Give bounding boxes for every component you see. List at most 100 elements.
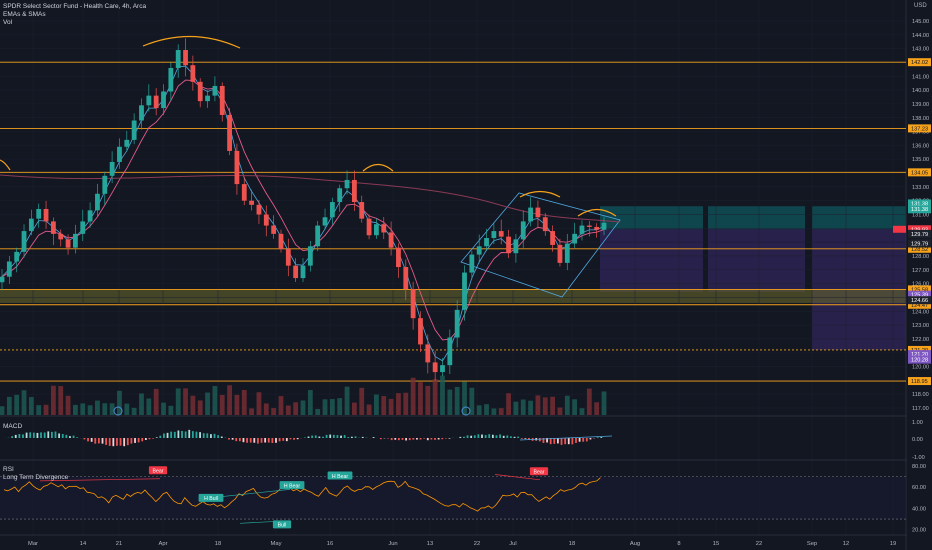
macd-histogram-bar xyxy=(311,435,314,438)
candle-body xyxy=(183,50,188,66)
rsi-title: RSI xyxy=(3,466,14,473)
rsi-pane: Bear H Bull H Bear H Bear Bull Bear xyxy=(0,466,906,529)
macd-legend[interactable]: MACD xyxy=(3,423,22,431)
macd-histogram-bar xyxy=(481,434,483,438)
price-tick-label: 141.00 xyxy=(912,74,929,80)
indicator-emas-smas[interactable]: EMAs & SMAs xyxy=(3,11,46,18)
macd-histogram-bar xyxy=(22,434,24,438)
volume-bar xyxy=(381,396,387,415)
macd-histogram-bar xyxy=(242,438,245,443)
price-tag-label: 121.20 xyxy=(911,352,928,358)
candle-body xyxy=(586,225,592,227)
candle-body xyxy=(190,65,196,82)
level-tag-label: 124.47 xyxy=(911,303,928,309)
loss-zone-0 xyxy=(600,229,703,293)
volume-bar xyxy=(498,408,504,415)
time-tick-label: Aug xyxy=(630,541,640,547)
volume-bar xyxy=(484,404,489,415)
volume-bar xyxy=(271,408,277,415)
volume-bar xyxy=(329,399,335,415)
candle-body xyxy=(205,95,210,102)
macd-pane xyxy=(4,429,613,447)
macd-histogram-bar xyxy=(155,437,158,438)
volume-bar xyxy=(594,402,600,415)
candle-body xyxy=(131,120,137,140)
macd-histogram-bar xyxy=(130,438,133,444)
macd-histogram-bar xyxy=(108,438,111,446)
macd-histogram-bar xyxy=(177,430,180,438)
macd-histogram-bar xyxy=(423,438,426,439)
candle-body xyxy=(476,246,482,255)
time-tick-label: 13 xyxy=(427,541,433,547)
macd-histogram-bar xyxy=(32,432,35,438)
volume-bar xyxy=(241,389,247,415)
pattern-arc-2 xyxy=(519,190,561,198)
candle-body xyxy=(28,218,34,232)
volume-bar xyxy=(579,408,585,415)
rsi-tick-label: 20.00 xyxy=(912,528,926,534)
ma-slow xyxy=(0,174,621,223)
macd-histogram-bar xyxy=(343,435,346,438)
candle-body xyxy=(241,184,247,201)
volume-bar xyxy=(249,408,255,415)
volume-bar xyxy=(513,401,519,415)
rsi-marker-bg xyxy=(327,471,353,480)
candle-body xyxy=(550,231,556,245)
pattern-arc-3 xyxy=(577,208,617,217)
macd-histogram-bar xyxy=(372,437,375,438)
macd-histogram-bar xyxy=(560,438,563,445)
macd-histogram-bar xyxy=(307,436,310,438)
channel-outline xyxy=(460,192,621,298)
price-tick-label: 128.00 xyxy=(912,254,929,260)
macd-histogram-bar xyxy=(206,433,209,438)
rsi-marker-bg xyxy=(198,493,224,502)
volume-bar xyxy=(205,392,210,415)
ema-mid xyxy=(1,79,605,341)
candle-body xyxy=(197,81,203,102)
symbol-title[interactable]: SPDR Select Sector Fund - Health Care, 4… xyxy=(3,3,147,10)
volume-bar xyxy=(256,392,262,415)
macd-histogram-bar xyxy=(217,435,220,438)
macd-histogram-bar xyxy=(517,436,520,438)
time-tick-label: 14 xyxy=(80,541,87,547)
volume-bar xyxy=(28,397,34,415)
candle-body xyxy=(285,249,291,266)
volume-bar xyxy=(109,403,115,415)
macd-histogram-bar xyxy=(260,438,263,443)
macd-histogram-bar xyxy=(275,438,277,443)
candle-body xyxy=(43,208,49,222)
candle-body xyxy=(6,261,12,277)
indicator-volume[interactable]: Vol xyxy=(3,19,13,26)
price-tag-label: 124.66 xyxy=(911,298,928,304)
candle-body xyxy=(0,276,5,283)
volume-bar xyxy=(506,393,511,415)
candle-body xyxy=(234,150,240,185)
macd-histogram-bar xyxy=(210,434,212,438)
macd-histogram-bar xyxy=(195,431,198,438)
macd-histogram-bar xyxy=(491,434,494,438)
macd-histogram-bar xyxy=(69,436,71,438)
level-tag-label: 134.05 xyxy=(911,170,928,176)
macd-histogram-bar xyxy=(524,438,527,439)
rsi-legend[interactable]: RSI Long Term Divergence xyxy=(3,466,68,482)
macd-histogram-bar xyxy=(593,438,595,439)
candle-body xyxy=(300,265,306,279)
macd-histogram-bar xyxy=(542,438,545,443)
time-tick-label: 16 xyxy=(327,541,333,547)
macd-histogram-bar xyxy=(459,436,462,438)
macd-histogram-bar xyxy=(278,438,281,442)
macd-histogram-bar xyxy=(83,438,86,440)
candle-body xyxy=(271,225,277,234)
time-tick-label: 19 xyxy=(890,541,896,547)
volume-bar xyxy=(447,389,453,415)
macd-histogram-bar xyxy=(322,436,324,438)
rsi-marker-label: Bear xyxy=(534,470,545,476)
macd-histogram-bar xyxy=(61,433,64,438)
volume-bar xyxy=(161,402,166,415)
time-tick-label: 22 xyxy=(474,541,480,547)
trade-zones xyxy=(0,206,906,350)
macd-histogram-bar xyxy=(116,438,118,446)
candle-body xyxy=(293,265,299,279)
price-tick-label: 145.00 xyxy=(912,19,929,25)
